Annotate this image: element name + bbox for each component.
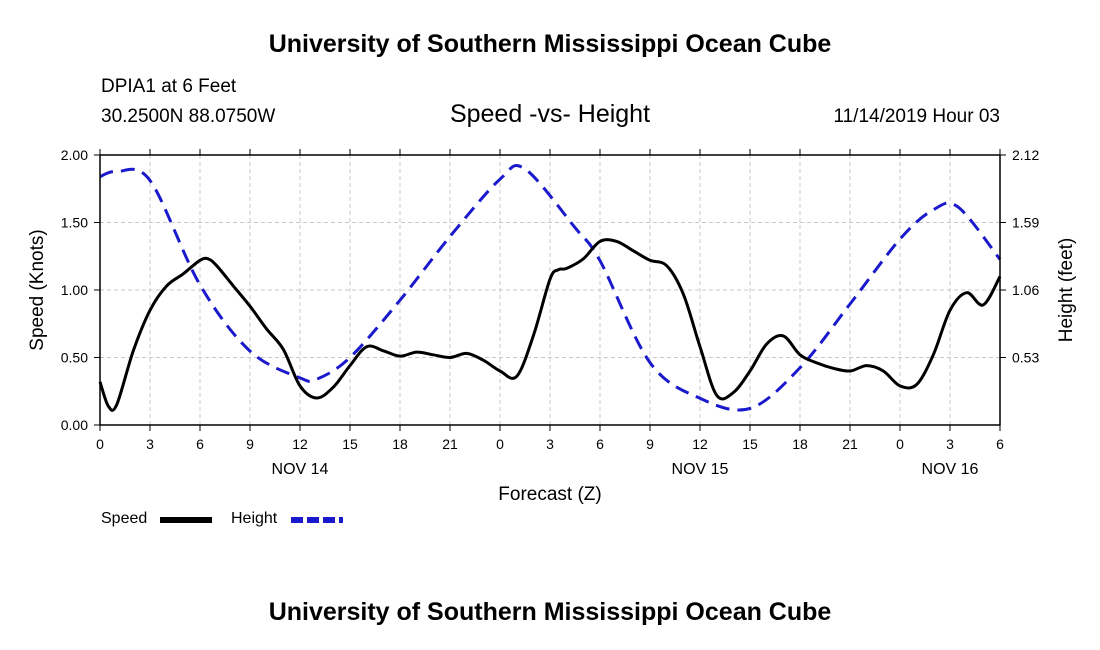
x-tick-label: 12 (692, 436, 708, 452)
x-tick-label: 0 (896, 436, 904, 452)
legend-speed-label: Speed (101, 510, 148, 527)
x-tick-label: 3 (146, 436, 154, 452)
y2-tick-label: 1.59 (1012, 215, 1039, 231)
x-tick-label: 3 (546, 436, 554, 452)
x-tick-label: 21 (842, 436, 858, 452)
station-coordinates: 30.2500N 88.0750W (101, 106, 276, 127)
page-title: University of Southern Mississippi Ocean… (268, 30, 832, 58)
x-axis-label: Forecast (Z) (498, 484, 601, 505)
y-tick-label: 0.50 (61, 350, 88, 366)
x-tick-label: 6 (196, 436, 204, 452)
y-tick-label: 2.00 (61, 147, 88, 163)
station-name: DPIA1 at 6 Feet (101, 76, 237, 97)
y2-axis-label: Height (feet) (1056, 238, 1077, 343)
y-tick-label: 1.00 (61, 282, 88, 298)
x-tick-label: 6 (596, 436, 604, 452)
x-tick-label: 0 (496, 436, 504, 452)
x-tick-label: 18 (792, 436, 808, 452)
x-tick-label: 9 (246, 436, 254, 452)
x-tick-label: 15 (742, 436, 758, 452)
x-tick-label: 15 (342, 436, 358, 452)
y-tick-label: 1.50 (61, 215, 88, 231)
day-label: NOV 14 (272, 461, 329, 478)
height-series-line (99, 164, 1002, 412)
legend-height-label: Height (231, 510, 278, 527)
y-axis-label: Speed (Knots) (27, 229, 48, 350)
forecast-datetime: 11/14/2019 Hour 03 (833, 106, 1000, 127)
x-tick-label: 3 (946, 436, 954, 452)
x-tick-label: 21 (442, 436, 458, 452)
x-tick-label: 9 (646, 436, 654, 452)
footer-title: University of Southern Mississippi Ocean… (268, 598, 832, 626)
y2-tick-label: 0.53 (1012, 350, 1039, 366)
y2-tick-label: 2.12 (1012, 147, 1039, 163)
day-label: NOV 16 (922, 461, 979, 478)
x-tick-label: 18 (392, 436, 408, 452)
speed-series-line (98, 238, 1002, 412)
y-tick-label: 0.00 (61, 417, 88, 433)
chart-title: Speed -vs- Height (449, 100, 651, 128)
x-tick-label: 12 (292, 436, 308, 452)
day-label: NOV 15 (672, 461, 729, 478)
x-tick-label: 6 (996, 436, 1004, 452)
y2-tick-label: 1.06 (1012, 282, 1039, 298)
x-tick-label: 0 (96, 436, 104, 452)
